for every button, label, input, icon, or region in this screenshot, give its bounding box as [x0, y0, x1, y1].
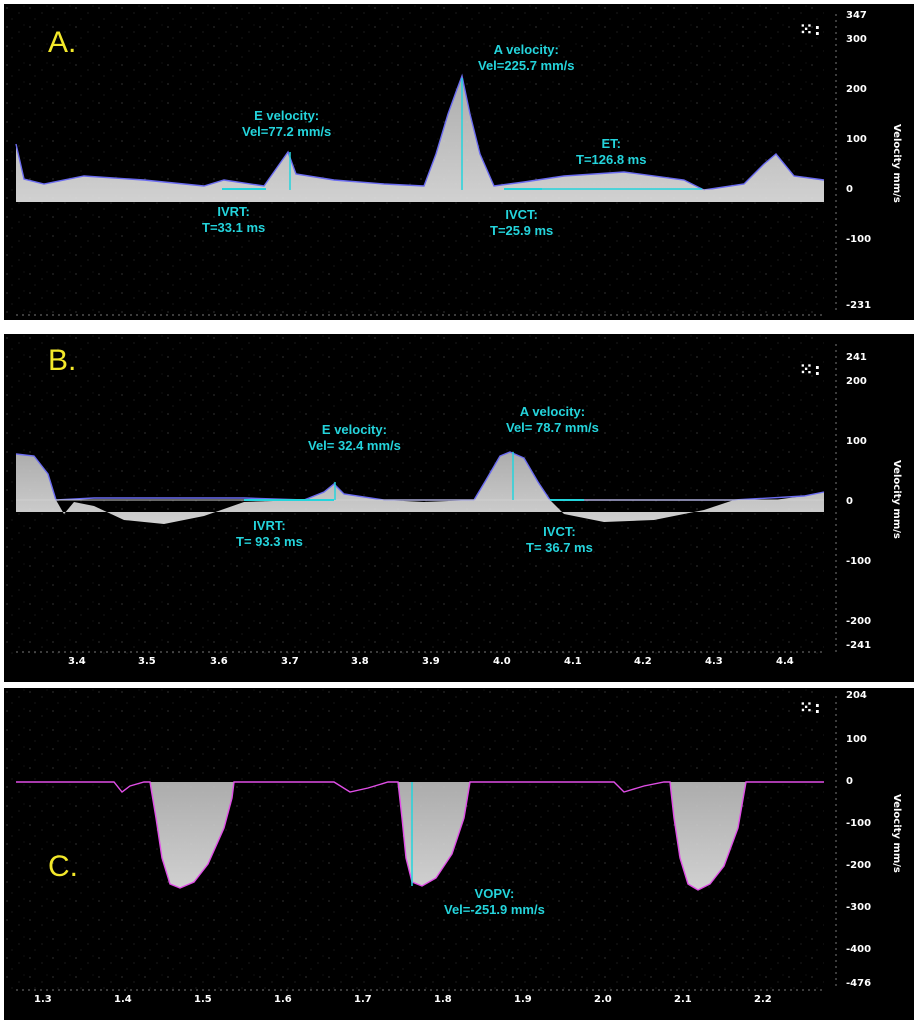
annotation-value: T=33.1 ms — [202, 220, 266, 235]
y-tick: 200 — [846, 376, 867, 387]
x-tick: 1.8 — [434, 994, 452, 1005]
doppler-trace-b — [4, 334, 837, 654]
y-tick: 200 — [846, 84, 867, 95]
x-tick: 4.3 — [705, 656, 723, 667]
annotation-name: E velocity: — [254, 108, 320, 123]
annotation-name: IVRT: — [253, 518, 286, 533]
y-tick: 100 — [846, 436, 867, 447]
panel-label: B. — [48, 344, 77, 377]
doppler-trace-c — [4, 688, 837, 993]
y-axis-title: Velocity mm/s — [891, 794, 902, 873]
annotation-name: A velocity: — [519, 404, 586, 419]
x-tick: 3.2 — [631, 320, 649, 331]
y-tick: 0 — [846, 776, 853, 787]
panel-b: B. ⁙: E velocity: Vel= 32.4 mm/s A veloc… — [4, 334, 914, 682]
annotation-value: T= 93.3 ms — [236, 534, 303, 549]
y-tick: 300 — [846, 34, 867, 45]
e-velocity-annotation: E velocity: Vel= 32.4 mm/s — [308, 422, 401, 454]
annotation-value: Vel=-251.9 mm/s — [444, 902, 545, 917]
x-tick: 2.9 — [251, 320, 269, 331]
y-axis-title: Velocity mm/s — [891, 460, 902, 539]
y-tick: -100 — [846, 818, 872, 829]
annotation-name: IVCT: — [543, 524, 576, 539]
x-tick: 1.5 — [194, 994, 212, 1005]
panel-c: C. ⁙: VOPV: Vel=-251.9 mm/s 204 100 0 -1… — [4, 688, 914, 1020]
x-tick: 1.3 — [34, 994, 52, 1005]
et-annotation: ET: T=126.8 ms — [576, 136, 646, 168]
annotation-value: T=126.8 ms — [576, 152, 647, 167]
annotation-name: IVCT: — [505, 207, 538, 222]
annotation-name: E velocity: — [321, 422, 387, 437]
y-tick: -200 — [846, 616, 872, 627]
y-tick: -100 — [846, 556, 872, 567]
vopv-annotation: VOPV: Vel=-251.9 mm/s — [444, 886, 545, 918]
x-tick: 1.7 — [354, 994, 372, 1005]
annotation-value: T=25.9 ms — [490, 223, 554, 238]
y-tick: 241 — [846, 352, 867, 363]
x-tick: 4.4 — [776, 656, 794, 667]
y-axis-title: Velocity mm/s — [891, 124, 902, 203]
annotation-name: A velocity: — [493, 42, 559, 57]
x-tick: 3.1 — [505, 320, 523, 331]
y-tick: 100 — [846, 734, 867, 745]
x-tick: 2.8 — [122, 320, 140, 331]
spectral-fill-a — [16, 76, 824, 202]
annotation-value: Vel= 32.4 mm/s — [308, 438, 401, 453]
x-tick: 3.3 — [757, 320, 775, 331]
annotation-name: VOPV: — [474, 886, 515, 901]
scanner-logo-icon: ⁙: — [799, 20, 823, 40]
y-tick: 0 — [846, 184, 853, 195]
doppler-trace-a — [4, 4, 837, 316]
annotation-name: IVRT: — [217, 204, 250, 219]
ivrt-annotation: IVRT: T= 93.3 ms — [236, 518, 303, 550]
annotation-name: ET: — [601, 136, 621, 151]
x-tick: 3.0 — [379, 320, 397, 331]
x-tick: 1.9 — [514, 994, 532, 1005]
y-tick: -241 — [846, 640, 872, 651]
y-tick: -476 — [846, 978, 872, 989]
x-tick: 3.9 — [422, 656, 440, 667]
y-tick: 347 — [846, 10, 867, 21]
y-tick: -231 — [846, 300, 872, 311]
annotation-value: Vel=225.7 mm/s — [478, 58, 575, 73]
y-tick: -300 — [846, 902, 872, 913]
y-tick: -400 — [846, 944, 872, 955]
annotation-value: T= 36.7 ms — [526, 540, 593, 555]
x-tick: 2.2 — [754, 994, 772, 1005]
e-velocity-annotation: E velocity: Vel=77.2 mm/s — [242, 108, 331, 140]
spectral-fill-b — [16, 452, 824, 524]
y-tick: -100 — [846, 234, 872, 245]
x-tick: 1.6 — [274, 994, 292, 1005]
x-tick: 2.0 — [594, 994, 612, 1005]
x-tick: 3.7 — [281, 656, 299, 667]
x-tick: 3.8 — [351, 656, 369, 667]
y-tick: 100 — [846, 134, 867, 145]
ivrt-annotation: IVRT: T=33.1 ms — [202, 204, 265, 236]
x-tick: 3.5 — [138, 656, 156, 667]
x-tick: 2.1 — [674, 994, 692, 1005]
scanner-logo-icon: ⁙: — [799, 698, 823, 718]
a-velocity-annotation: A velocity: Vel=225.7 mm/s — [478, 42, 575, 74]
x-tick: 3.4 — [68, 656, 86, 667]
x-tick: 1.4 — [114, 994, 132, 1005]
spectral-fill-c — [150, 782, 746, 890]
panel-label: C. — [48, 850, 78, 883]
scanner-logo-icon: ⁙: — [799, 360, 823, 380]
x-tick: 3.6 — [210, 656, 228, 667]
x-tick: 4.2 — [634, 656, 652, 667]
ivct-annotation: IVCT: T= 36.7 ms — [526, 524, 593, 556]
annotation-value: Vel=77.2 mm/s — [242, 124, 332, 139]
ivct-annotation: IVCT: T=25.9 ms — [490, 207, 553, 239]
panel-a: A. ⁙: A velocity: Vel=225.7 mm/s E veloc… — [4, 4, 914, 320]
a-velocity-annotation: A velocity: Vel= 78.7 mm/s — [506, 404, 599, 436]
panel-label: A. — [48, 26, 77, 59]
y-tick: -200 — [846, 860, 872, 871]
x-tick: 4.1 — [564, 656, 582, 667]
y-tick: 0 — [846, 496, 853, 507]
spectral-envelope-c — [16, 781, 824, 891]
y-tick: 204 — [846, 690, 867, 701]
x-tick: 4.0 — [493, 656, 511, 667]
annotation-value: Vel= 78.7 mm/s — [506, 420, 599, 435]
